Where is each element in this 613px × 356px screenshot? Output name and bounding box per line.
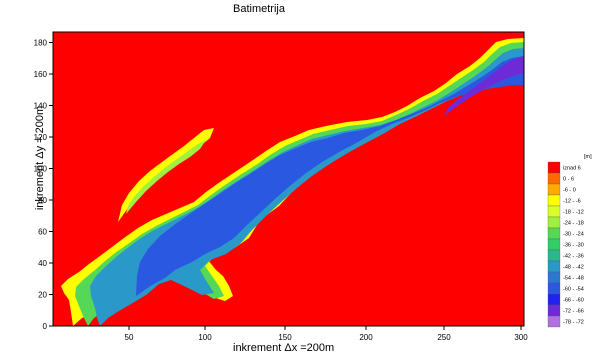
- legend-swatch: [547, 238, 561, 251]
- legend-unit: [m]: [584, 154, 592, 160]
- x-tick-label: 100: [198, 333, 212, 342]
- legend-swatch: [547, 183, 561, 196]
- legend-label: -18 - -12: [563, 210, 584, 216]
- y-tick-label: 120: [34, 133, 48, 142]
- legend-label: iznad 6: [563, 166, 581, 172]
- legend-label: -66 - -60: [563, 298, 584, 304]
- legend-swatch: [547, 161, 561, 174]
- legend-label: -60 - -54: [563, 287, 584, 293]
- legend-label: -72 - -66: [563, 309, 584, 315]
- y-tick-label: 60: [38, 228, 47, 237]
- y-tick-label: 140: [34, 102, 48, 111]
- legend-label: 0 - 6: [563, 177, 574, 183]
- legend-swatch: [547, 205, 561, 218]
- bathymetry-field: [53, 32, 524, 326]
- x-axis-ticks: 50 100 150 200 250 300: [125, 326, 528, 342]
- map-title: Batimetrija: [233, 3, 285, 15]
- legend-swatch: [547, 293, 561, 306]
- legend-swatch: [547, 271, 561, 284]
- legend-swatch: [547, 172, 561, 185]
- legend-label: -30 - -24: [563, 232, 584, 238]
- y-axis-ticks: 0 20 40 60 80 100 120 140 160 180: [34, 39, 53, 331]
- y-tick-label: 80: [38, 196, 47, 205]
- legend-label: -48 - -42: [563, 265, 584, 271]
- x-tick-label: 250: [437, 333, 451, 342]
- depth-legend: [m] iznad 6 0 - 6 -6 - 0 -12 - -6 -18 - -12 -…: [547, 154, 592, 328]
- y-tick-label: 180: [34, 39, 48, 48]
- legend-swatch: [547, 304, 561, 317]
- legend-label: -54 - -48: [563, 276, 584, 282]
- legend-swatch: [547, 227, 561, 240]
- map-frame: [52, 31, 525, 327]
- legend-label: -24 - -18: [563, 221, 584, 227]
- y-tick-label: 0: [43, 322, 48, 331]
- y-tick-label: 20: [38, 291, 47, 300]
- x-tick-label: 200: [359, 333, 373, 342]
- legend-label: -78 - -72: [563, 320, 584, 326]
- x-tick-label: 150: [278, 333, 292, 342]
- legend-label: -36 - -30: [563, 243, 584, 249]
- y-tick-label: 160: [34, 70, 48, 79]
- x-axis-label: inkrement Δx =200m: [233, 342, 335, 354]
- legend-swatch: [547, 216, 561, 229]
- island-mid: [126, 140, 206, 214]
- legend-swatch: [547, 260, 561, 273]
- y-tick-label: 100: [34, 165, 48, 174]
- x-tick-label: 50: [125, 333, 134, 342]
- sea-deepest: [444, 56, 524, 116]
- legend-swatch: [547, 194, 561, 207]
- y-tick-label: 40: [38, 259, 47, 268]
- x-tick-label: 300: [514, 333, 528, 342]
- legend-label: -42 - -36: [563, 254, 584, 260]
- legend-label: -12 - -6: [563, 199, 581, 205]
- sea-deeper: [136, 56, 524, 296]
- legend-label: -6 - 0: [563, 188, 576, 194]
- legend-swatch: [547, 315, 561, 328]
- legend-swatch: [547, 249, 561, 262]
- legend-swatch: [547, 282, 561, 295]
